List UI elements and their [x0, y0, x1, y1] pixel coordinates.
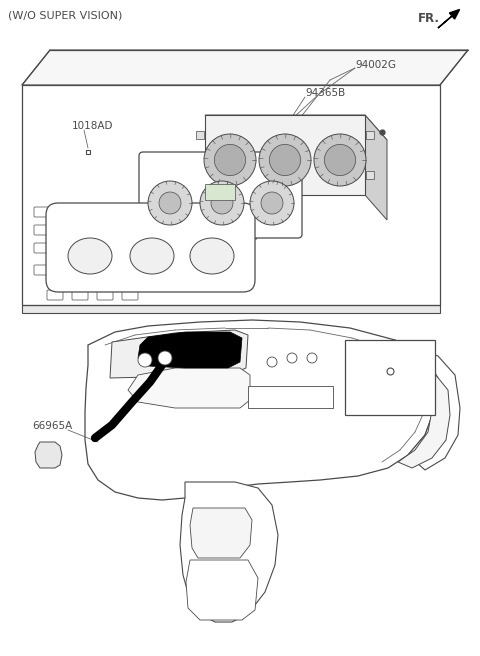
Text: 94120A: 94120A: [178, 158, 218, 168]
Circle shape: [211, 192, 233, 214]
Circle shape: [158, 351, 172, 365]
Bar: [196, 131, 204, 139]
Circle shape: [204, 134, 256, 186]
Bar: [366, 171, 374, 179]
Circle shape: [267, 357, 277, 367]
Circle shape: [159, 192, 181, 214]
Polygon shape: [365, 115, 387, 220]
Circle shape: [307, 353, 317, 363]
Text: 94002G: 94002G: [355, 60, 396, 70]
FancyBboxPatch shape: [34, 207, 50, 217]
Bar: [205, 184, 235, 200]
Polygon shape: [205, 115, 387, 140]
Polygon shape: [63, 221, 257, 239]
Circle shape: [200, 181, 244, 225]
FancyBboxPatch shape: [46, 203, 255, 292]
FancyBboxPatch shape: [34, 265, 50, 275]
Circle shape: [215, 144, 246, 176]
Text: 1018AD: 1018AD: [72, 121, 113, 131]
FancyBboxPatch shape: [34, 225, 50, 235]
Circle shape: [314, 134, 366, 186]
Bar: [366, 131, 374, 139]
Text: 1339CC: 1339CC: [350, 340, 391, 350]
Ellipse shape: [68, 238, 112, 274]
Circle shape: [259, 134, 311, 186]
Bar: [196, 171, 204, 179]
Text: 1339CC: 1339CC: [370, 399, 410, 409]
Circle shape: [148, 181, 192, 225]
Polygon shape: [85, 320, 438, 500]
Polygon shape: [395, 340, 460, 470]
Ellipse shape: [190, 238, 234, 274]
Polygon shape: [180, 482, 278, 622]
Polygon shape: [22, 305, 440, 313]
FancyArrow shape: [438, 9, 459, 28]
Circle shape: [287, 353, 297, 363]
Polygon shape: [143, 156, 315, 176]
Text: FR.: FR.: [418, 12, 440, 24]
Polygon shape: [390, 352, 450, 468]
Ellipse shape: [130, 238, 174, 274]
Text: 66965A: 66965A: [32, 421, 72, 431]
Polygon shape: [128, 368, 250, 408]
FancyBboxPatch shape: [47, 290, 63, 300]
Polygon shape: [22, 50, 468, 85]
Bar: [248, 386, 333, 408]
Polygon shape: [205, 115, 365, 195]
Polygon shape: [186, 560, 258, 620]
Circle shape: [324, 144, 356, 176]
Polygon shape: [138, 332, 242, 368]
Text: (W/O SUPER VISION): (W/O SUPER VISION): [8, 11, 122, 21]
FancyBboxPatch shape: [34, 243, 50, 253]
Polygon shape: [110, 330, 248, 378]
Polygon shape: [35, 442, 62, 468]
Text: 94365B: 94365B: [305, 88, 345, 98]
FancyBboxPatch shape: [72, 290, 88, 300]
Circle shape: [138, 353, 152, 367]
Bar: [345, 340, 435, 415]
FancyBboxPatch shape: [122, 290, 138, 300]
Polygon shape: [190, 508, 252, 558]
Text: 94360D: 94360D: [70, 203, 111, 213]
Circle shape: [261, 192, 283, 214]
Circle shape: [250, 181, 294, 225]
FancyBboxPatch shape: [139, 152, 302, 238]
FancyBboxPatch shape: [97, 290, 113, 300]
Circle shape: [269, 144, 300, 176]
